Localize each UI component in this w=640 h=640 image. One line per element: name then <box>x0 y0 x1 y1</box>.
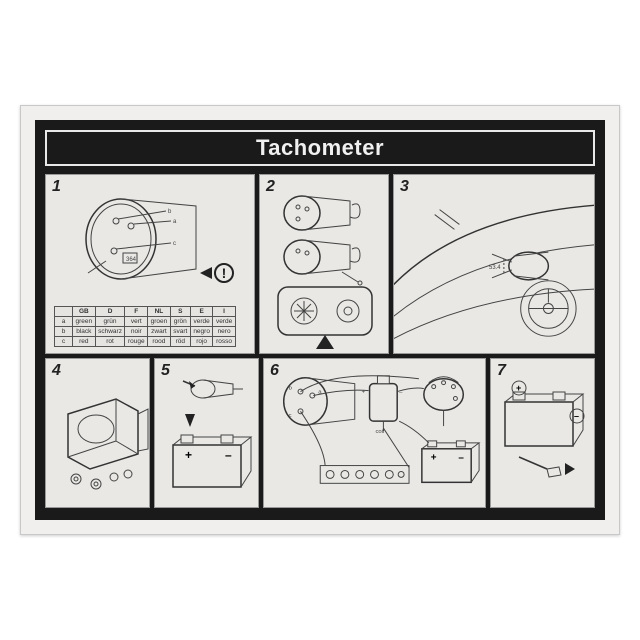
panel-5: 5 <box>154 358 259 508</box>
panel-3: 3 53.4 <box>393 174 595 354</box>
table-header: F <box>125 307 148 317</box>
svg-text:+: + <box>431 453 437 464</box>
table-header: I <box>213 307 235 317</box>
arrow-up-icon <box>316 335 334 349</box>
table-header: GB <box>73 307 96 317</box>
svg-text:–: – <box>458 453 464 464</box>
battery-connect-diagram: + – <box>491 359 595 508</box>
step-number: 1 <box>52 178 61 196</box>
table-header: NL <box>148 307 171 317</box>
svg-text:+: + <box>516 383 521 393</box>
panel-4: 4 <box>45 358 150 508</box>
svg-text:c: c <box>289 413 292 419</box>
table-header: S <box>170 307 190 317</box>
panel-7: 7 + – <box>490 358 595 508</box>
svg-text:c: c <box>173 241 176 247</box>
panel-2: 2 <box>259 174 389 354</box>
wire-color-table: GBDFNLSEI agreengrünvertgroengrönverdeve… <box>54 306 236 347</box>
mounting-diagram <box>260 175 389 354</box>
dashboard-outline <box>278 287 372 335</box>
wiring-diagram: ba c coil +– <box>264 359 485 507</box>
step-number: 2 <box>266 178 275 196</box>
table-header: D <box>95 307 125 317</box>
arrow-down-icon <box>185 414 195 427</box>
table-row: bblackschwarznoirzwartsvartnegronero <box>55 327 236 337</box>
ignition-coil: coil +– <box>362 376 403 435</box>
step-number: 7 <box>497 362 506 380</box>
dashboard-install-diagram: 53.4 <box>394 175 594 353</box>
instruction-sheet: Tachometer 1 364 a b c <box>20 105 620 535</box>
tachometer-rear-diagram: 364 a b c <box>76 191 206 286</box>
table-header <box>55 307 73 317</box>
table-row: credrotrougeroodrödrojorosso <box>55 337 236 347</box>
arrow-icon <box>200 267 212 279</box>
table-row: agreengrünvertgroengrönverdeverde <box>55 317 236 327</box>
attention-icon: ! <box>214 263 234 283</box>
step-number: 5 <box>161 362 170 380</box>
battery-bulb-diagram: + – <box>155 359 259 508</box>
battery-icon: + – <box>173 435 251 487</box>
title-text: Tachometer <box>256 135 384 161</box>
table-header: E <box>190 307 213 317</box>
hole-dimension: 53.4 <box>489 265 501 271</box>
step-number: 3 <box>400 178 409 196</box>
model-label: 364 <box>126 257 137 263</box>
panel-1: 1 364 a b c ! GBD <box>45 174 255 354</box>
panel-grid: 1 364 a b c ! GBD <box>45 174 595 510</box>
svg-text:b: b <box>168 209 172 215</box>
battery-icon: + – <box>422 441 479 482</box>
polarity-pos: + <box>185 448 192 462</box>
panel-6: 6 ba c <box>263 358 486 508</box>
title-bar: Tachometer <box>45 130 595 166</box>
step-number: 6 <box>270 362 279 380</box>
svg-text:a: a <box>173 219 177 225</box>
coil-label: coil <box>375 429 384 435</box>
bracket-diagram <box>46 359 150 508</box>
polarity-neg: – <box>225 448 232 462</box>
battery-icon: + – <box>505 381 584 446</box>
svg-text:–: – <box>574 411 579 421</box>
step-number: 4 <box>52 362 61 380</box>
dark-frame: Tachometer 1 364 a b c <box>35 120 605 520</box>
distributor-icon <box>424 377 463 426</box>
